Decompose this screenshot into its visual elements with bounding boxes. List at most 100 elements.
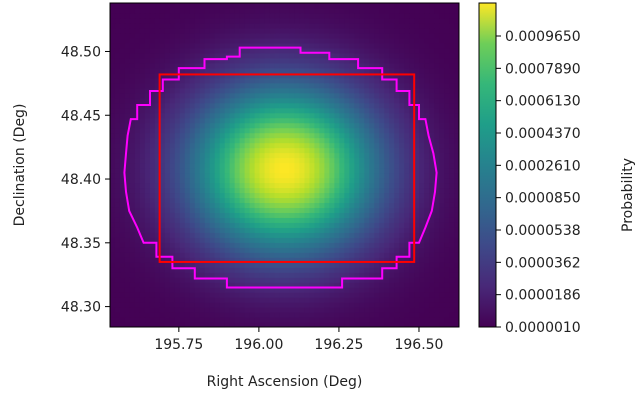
heatmap-cell xyxy=(294,27,301,34)
heatmap-cell xyxy=(444,102,450,109)
heatmap-cell xyxy=(159,292,166,298)
heatmap-cell xyxy=(229,62,236,69)
heatmap-cell xyxy=(384,127,390,134)
heatmap-cell xyxy=(259,52,266,59)
heatmap-cell xyxy=(110,142,116,149)
heatmap-cell xyxy=(249,97,256,104)
heatmap-cell xyxy=(404,217,410,223)
heatmap-cell xyxy=(414,197,420,203)
heatmap-cell xyxy=(409,107,415,114)
heatmap-cell xyxy=(154,287,161,293)
heatmap-cell xyxy=(294,172,301,179)
heatmap-cell xyxy=(309,117,316,124)
heatmap-cell xyxy=(279,27,286,34)
heatmap-cell xyxy=(274,167,281,174)
heatmap-cell xyxy=(169,197,176,203)
heatmap-cell xyxy=(304,287,311,293)
heatmap-cell xyxy=(204,322,211,327)
heatmap-cell xyxy=(439,57,445,64)
heatmap-cell xyxy=(169,212,176,218)
heatmap-cell xyxy=(319,267,325,273)
heatmap-cell xyxy=(369,302,375,308)
heatmap-cell xyxy=(434,142,440,149)
heatmap-cell xyxy=(129,122,136,129)
heatmap-cell xyxy=(384,22,390,29)
heatmap-cell xyxy=(229,32,236,39)
heatmap-cell xyxy=(294,57,301,64)
heatmap-cell xyxy=(244,282,251,288)
heatmap-cell xyxy=(454,127,459,134)
heatmap-cell xyxy=(419,287,425,293)
heatmap-cell xyxy=(204,222,211,228)
heatmap-cell xyxy=(184,12,191,19)
heatmap-cell xyxy=(164,17,171,24)
heatmap-cell xyxy=(209,132,216,139)
heatmap-cell xyxy=(419,192,425,198)
heatmap-cell xyxy=(429,82,435,89)
heatmap-cell xyxy=(269,132,276,139)
heatmap-cell xyxy=(434,157,440,164)
heatmap-cell xyxy=(389,147,395,154)
heatmap-cell xyxy=(154,302,161,308)
heatmap-cell xyxy=(424,42,430,49)
heatmap-cell xyxy=(399,282,405,288)
heatmap-cell xyxy=(434,82,440,89)
heatmap-cell xyxy=(244,117,251,124)
heatmap-cell xyxy=(184,317,191,323)
heatmap-cell xyxy=(369,122,375,129)
heatmap-cell xyxy=(409,82,415,89)
heatmap-cell xyxy=(454,167,459,174)
heatmap-cell xyxy=(219,22,226,29)
heatmap-cell xyxy=(209,287,216,293)
heatmap-cell xyxy=(444,182,450,189)
heatmap-cell xyxy=(334,77,340,84)
heatmap-cell xyxy=(279,242,286,248)
heatmap-cell xyxy=(359,47,365,54)
heatmap-cell xyxy=(324,147,330,154)
heatmap-cell xyxy=(314,3,320,9)
heatmap-cell xyxy=(329,72,335,79)
heatmap-cell xyxy=(189,197,196,203)
heatmap-cell xyxy=(174,117,181,124)
heatmap-cell xyxy=(284,227,291,233)
heatmap-cell xyxy=(434,117,440,124)
heatmap-cell xyxy=(189,27,196,34)
heatmap-cell xyxy=(354,192,360,198)
heatmap-cell xyxy=(129,7,136,14)
heatmap-cell xyxy=(359,322,365,327)
heatmap-cell xyxy=(229,292,236,298)
heatmap-cell xyxy=(174,257,181,263)
heatmap-cell xyxy=(404,97,410,104)
heatmap-cell xyxy=(424,102,430,109)
heatmap-cell xyxy=(114,307,121,313)
heatmap-cell xyxy=(110,157,116,164)
heatmap-cell xyxy=(194,217,201,223)
heatmap-cell xyxy=(149,67,156,74)
heatmap-cell xyxy=(389,112,395,119)
heatmap-cell xyxy=(289,127,296,134)
heatmap-cell xyxy=(299,302,306,308)
heatmap-cell xyxy=(279,132,286,139)
heatmap-cell xyxy=(289,282,296,288)
heatmap-cell xyxy=(324,37,330,44)
heatmap-cell xyxy=(449,157,455,164)
heatmap-cell xyxy=(309,122,316,129)
heatmap-cell xyxy=(189,57,196,64)
heatmap-cell xyxy=(239,117,246,124)
heatmap-cell xyxy=(129,117,136,124)
heatmap-cell xyxy=(219,232,226,238)
heatmap-cell xyxy=(229,212,236,218)
heatmap-cell xyxy=(244,292,251,298)
heatmap-cell xyxy=(409,57,415,64)
heatmap-cell xyxy=(414,7,420,14)
heatmap-cell xyxy=(429,27,435,34)
heatmap-cell xyxy=(344,267,350,273)
heatmap-cell xyxy=(269,162,276,169)
heatmap-cell xyxy=(110,197,116,203)
heatmap-cell xyxy=(449,142,455,149)
heatmap-cell xyxy=(329,87,335,94)
heatmap-cell xyxy=(269,322,276,327)
heatmap-cell xyxy=(374,172,380,179)
heatmap-cell xyxy=(339,307,345,313)
heatmap-cell xyxy=(414,252,420,258)
